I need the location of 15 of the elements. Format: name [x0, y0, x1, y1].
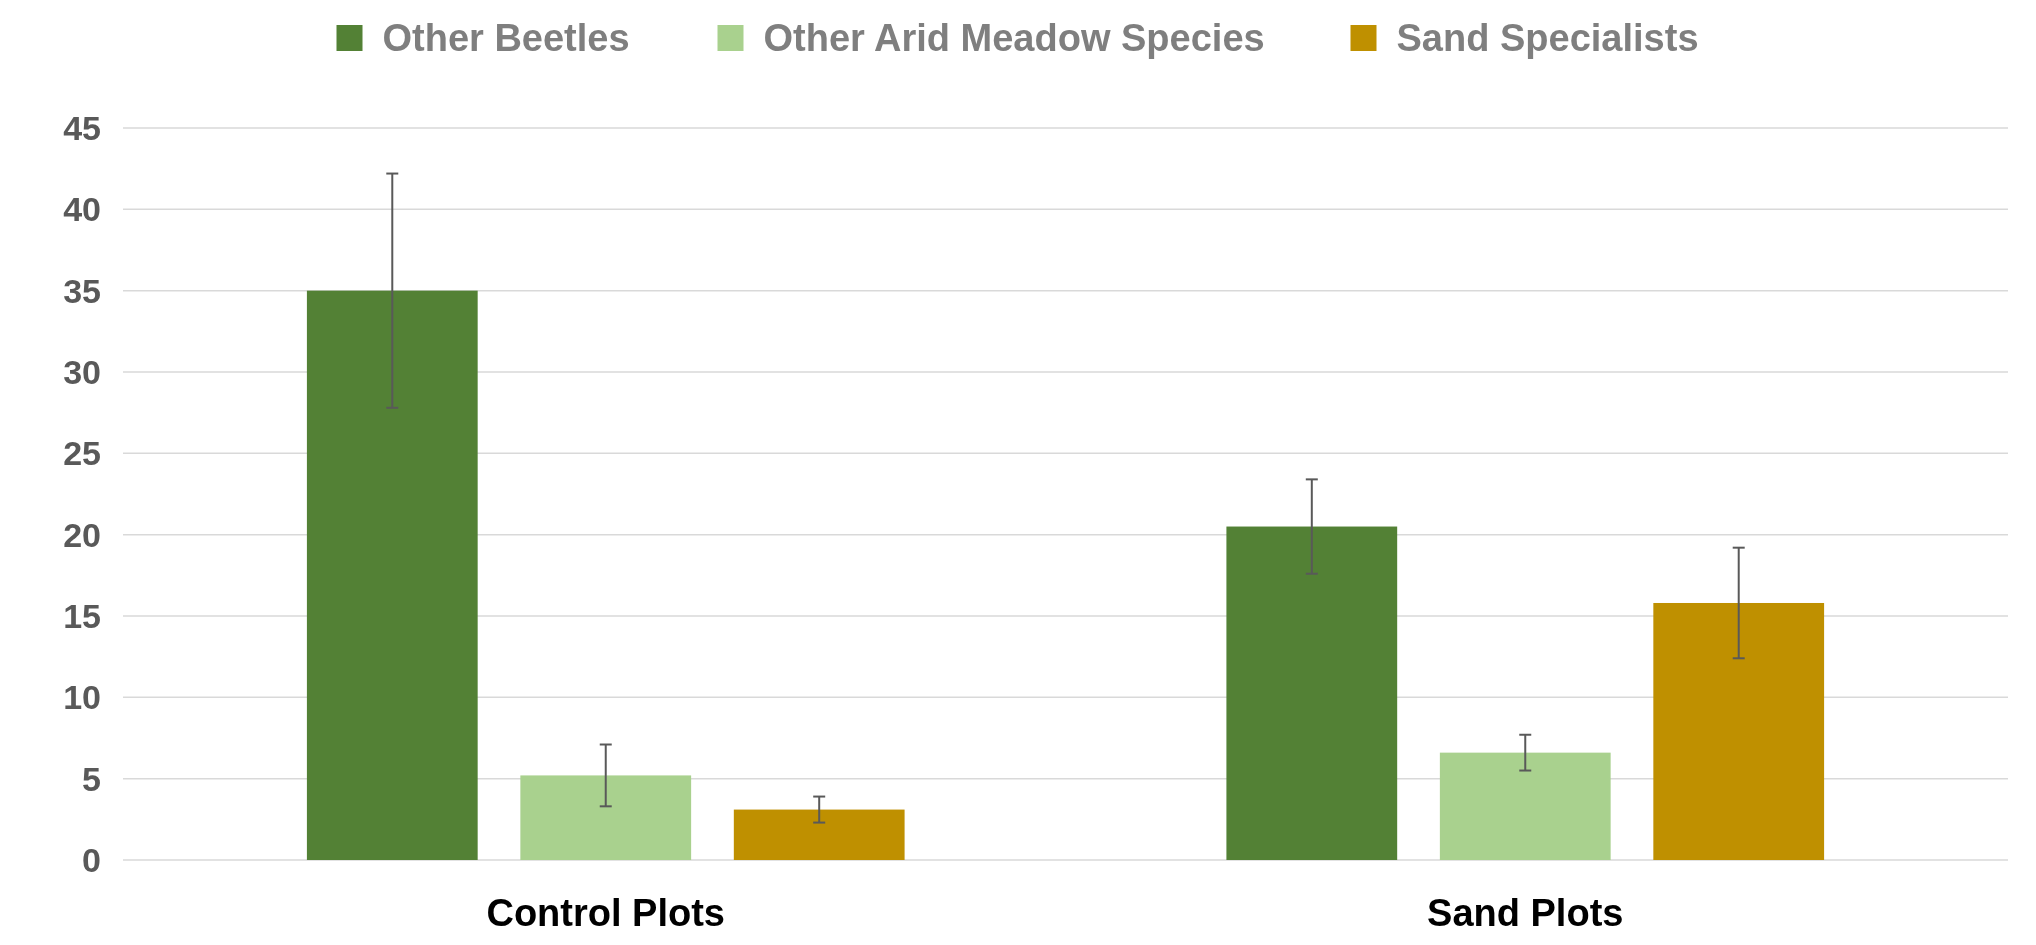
y-tick-label: 40 — [63, 190, 101, 229]
y-tick-label: 35 — [63, 271, 101, 310]
y-tick-label: 25 — [63, 434, 101, 473]
y-tick-label: 10 — [63, 678, 101, 717]
y-tick-label: 45 — [63, 108, 101, 147]
legend-label: Sand Specialists — [1396, 17, 1699, 60]
y-tick-label: 5 — [82, 759, 101, 798]
legend-label: Other Beetles — [382, 17, 630, 60]
y-tick-label: 20 — [63, 515, 101, 554]
x-tick-label: Control Plots — [486, 892, 726, 934]
y-tick-label: 30 — [63, 352, 101, 391]
legend-label: Other Arid Meadow Species — [763, 17, 1265, 60]
y-tick-label: 15 — [63, 596, 101, 635]
y-tick-label: 0 — [82, 840, 101, 879]
x-tick-label: Sand Plots — [1427, 892, 1624, 934]
